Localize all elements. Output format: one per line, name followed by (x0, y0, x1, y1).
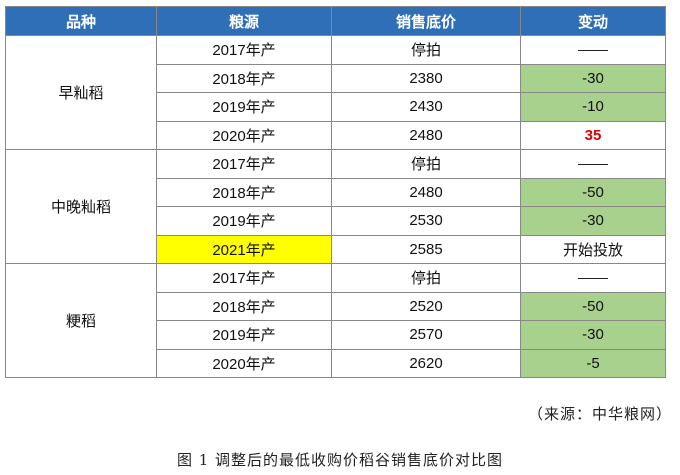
change-cell: -30 (520, 320, 666, 350)
grain-source-cell: 2019年产 (156, 206, 332, 236)
grain-source-cell: 2017年产 (156, 35, 332, 65)
change-cell (520, 149, 666, 179)
grain-source-cell: 2020年产 (156, 348, 332, 378)
grain-source-cell: 2019年产 (156, 320, 332, 350)
change-cell: -30 (520, 206, 666, 236)
grain-source-cell: 2018年产 (156, 177, 332, 207)
table-row: 2018年产 2380 -30 (6, 63, 666, 93)
change-cell: 开始投放 (520, 234, 666, 264)
no-change-dash (578, 163, 608, 165)
header-variety: 品种 (5, 6, 157, 36)
price-cell: 2480 (331, 120, 521, 150)
grain-source-cell: 2020年产 (156, 120, 332, 150)
grain-source-cell: 2021年产 (156, 234, 332, 264)
price-comparison-table: 品种 粮源 销售底价 变动 早籼稻 2017年产 停拍 2018年产 2380 -30 20… (5, 6, 666, 378)
change-cell: -10 (520, 92, 666, 122)
table-row: 2021年产 2585 开始投放 (6, 234, 666, 264)
variety-cell: 早籼稻 (5, 35, 157, 150)
grain-source-cell: 2019年产 (156, 92, 332, 122)
price-cell: 2430 (331, 92, 521, 122)
price-cell: 停拍 (331, 149, 521, 179)
table-row: 2018年产 2520 -50 (6, 291, 666, 321)
grain-source-cell: 2018年产 (156, 291, 332, 321)
price-cell: 2620 (331, 348, 521, 378)
figure-caption: 图 1 调整后的最低收购价稻谷销售底价对比图 (176, 451, 504, 469)
table-row: 粳稻 2017年产 停拍 (5, 263, 666, 378)
header-price: 销售底价 (331, 6, 521, 36)
price-cell: 2570 (331, 320, 521, 350)
table-row: 2020年产 2480 35 (6, 120, 666, 150)
table-row: 2019年产 2430 -10 (6, 92, 666, 122)
variety-cell: 中晚籼稻 (5, 149, 157, 264)
change-cell (520, 35, 666, 65)
header-source: 粮源 (156, 6, 332, 36)
variety-cell: 粳稻 (5, 263, 157, 378)
price-cell: 2380 (331, 63, 521, 93)
change-cell (520, 263, 666, 293)
price-cell: 停拍 (331, 35, 521, 65)
change-cell: -5 (520, 348, 666, 378)
header-change: 变动 (520, 6, 666, 36)
change-cell: 35 (520, 120, 666, 150)
no-change-dash (578, 49, 608, 51)
price-cell: 2520 (331, 291, 521, 321)
table-row: 2020年产 2620 -5 (6, 348, 666, 378)
grain-source-cell: 2017年产 (156, 149, 332, 179)
table-row: 2019年产 2570 -30 (6, 320, 666, 350)
table-header-row: 品种 粮源 销售底价 变动 (5, 6, 666, 36)
source-note: （来源：中华粮网） (527, 405, 672, 423)
change-cell: -30 (520, 63, 666, 93)
table-row: 中晚籼稻 2017年产 停拍 (5, 149, 666, 264)
table-row: 2018年产 2480 -50 (6, 177, 666, 207)
price-cell: 2585 (331, 234, 521, 264)
grain-source-cell: 2017年产 (156, 263, 332, 293)
price-cell: 停拍 (331, 263, 521, 293)
price-cell: 2480 (331, 177, 521, 207)
table-row: 2019年产 2530 -30 (6, 206, 666, 236)
no-change-dash (578, 277, 608, 279)
price-cell: 2530 (331, 206, 521, 236)
change-cell: -50 (520, 291, 666, 321)
table-row: 早籼稻 2017年产 停拍 (5, 35, 666, 150)
grain-source-cell: 2018年产 (156, 63, 332, 93)
change-cell: -50 (520, 177, 666, 207)
